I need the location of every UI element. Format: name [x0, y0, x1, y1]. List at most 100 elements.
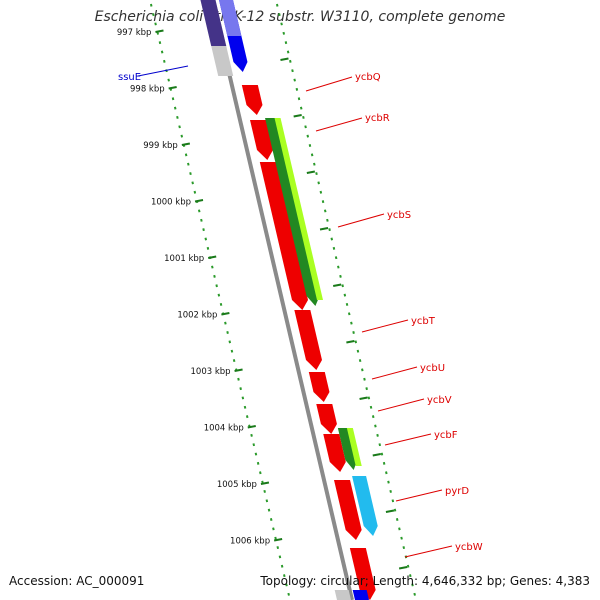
- tick-minor: [287, 592, 290, 596]
- tick-minor: [180, 134, 184, 138]
- tick-major: [293, 114, 302, 118]
- tick-major: [385, 509, 395, 513]
- label-leader-line: [377, 398, 425, 412]
- gene-feature: [284, 160, 323, 300]
- tick-minor: [197, 209, 201, 213]
- tick-minor: [211, 265, 214, 269]
- tick-minor: [299, 106, 303, 110]
- tick-minor: [310, 153, 314, 157]
- gene-label-ycbV[interactable]: ycbV: [427, 395, 452, 406]
- tick-minor: [163, 59, 166, 63]
- tick-minor: [204, 237, 208, 241]
- tick-minor: [267, 508, 271, 512]
- tick-minor: [411, 583, 414, 587]
- tick-minor: [245, 415, 249, 419]
- gene-label-ssuE[interactable]: ssuE: [118, 72, 141, 83]
- tick-minor: [413, 592, 416, 596]
- gene-label-ycbT[interactable]: ycbT: [411, 316, 436, 327]
- tick-minor: [326, 218, 329, 222]
- tick-minor: [343, 293, 347, 297]
- gene-label-ycbF[interactable]: ycbF: [434, 430, 458, 441]
- label-leader-line: [404, 545, 453, 558]
- gene-feature: [334, 480, 362, 540]
- gene-feature: [274, 118, 291, 160]
- tick-minor: [263, 489, 266, 493]
- tick-minor: [337, 265, 340, 269]
- tick-minor: [339, 274, 342, 278]
- tick-minor: [280, 564, 284, 568]
- gene-features: [200, 0, 378, 600]
- gene-feature: [323, 434, 346, 472]
- tick-minor: [323, 209, 327, 213]
- tick-minor: [254, 452, 258, 456]
- tick-minor: [341, 284, 344, 288]
- tick-minor: [152, 13, 155, 17]
- tick-major: [181, 142, 191, 146]
- tick-minor: [219, 302, 223, 306]
- tick-minor: [280, 22, 283, 26]
- gene-label-ycbS[interactable]: ycbS: [387, 210, 411, 221]
- tick-minor: [217, 293, 221, 297]
- tick-minor: [289, 59, 292, 63]
- tick-major: [208, 255, 217, 259]
- tick-minor: [313, 162, 316, 166]
- scale-label: 997 kbp: [117, 28, 152, 38]
- tick-minor: [160, 50, 164, 54]
- tick-minor: [178, 125, 181, 129]
- tick-minor: [284, 41, 288, 45]
- tick-minor: [302, 115, 305, 119]
- label-leader-line: [395, 489, 443, 502]
- gene-feature: [219, 0, 242, 36]
- gene-feature: [241, 85, 263, 115]
- tick-minor: [347, 312, 351, 316]
- scale-label: 1002 kbp: [177, 311, 217, 321]
- genome-title: Escherichia coli str. K-12 substr. W3110…: [94, 9, 506, 25]
- gene-label-ycbR[interactable]: ycbR: [365, 113, 390, 124]
- tick-minor: [230, 349, 234, 353]
- tick-minor: [306, 134, 310, 138]
- tick-major: [247, 425, 256, 429]
- tick-minor: [167, 78, 170, 82]
- gene-feature: [200, 0, 227, 46]
- tick-minor: [363, 377, 366, 381]
- tick-major: [372, 453, 381, 457]
- gene-label-pyrD[interactable]: pyrD: [445, 486, 469, 497]
- gene-feature: [316, 404, 337, 434]
- tick-major: [273, 538, 283, 542]
- tick-minor: [259, 471, 262, 475]
- gene-label-ycbW[interactable]: ycbW: [455, 542, 483, 553]
- tick-minor: [398, 527, 401, 531]
- tick-minor: [283, 574, 286, 578]
- label-leader-line: [361, 319, 409, 333]
- scale-label: 1004 kbp: [204, 424, 244, 434]
- tick-major: [168, 86, 177, 90]
- tick-minor: [193, 190, 197, 194]
- tick-minor: [308, 144, 312, 147]
- tick-major: [280, 57, 289, 61]
- genome-backbone: [210, 0, 354, 600]
- tick-minor: [374, 424, 377, 428]
- scale-label: 1001 kbp: [164, 254, 204, 264]
- tick-minor: [319, 190, 323, 194]
- gene-label-ycbU[interactable]: ycbU: [420, 363, 445, 374]
- gene-feature: [274, 160, 320, 306]
- scale-label: 1005 kbp: [217, 480, 257, 490]
- tick-minor: [345, 302, 349, 306]
- tick-minor: [350, 321, 353, 325]
- tick-minor: [158, 41, 162, 45]
- gene-feature: [294, 310, 322, 370]
- tick-minor: [321, 200, 325, 204]
- scale-label: 1006 kbp: [230, 537, 270, 547]
- scale-labels: 997 kbp 998 kbp 999 kbp 1000 kbp 1001 kbp 100…: [117, 28, 408, 570]
- tick-minor: [293, 78, 296, 82]
- gene-label-ycbQ[interactable]: ycbQ: [355, 72, 381, 83]
- gene-feature: [334, 590, 351, 600]
- tick-minor: [304, 125, 307, 129]
- tick-minor: [315, 172, 318, 176]
- tick-minor: [328, 228, 331, 232]
- tick-minor: [278, 555, 282, 559]
- gene-feature: [337, 428, 358, 470]
- tick-minor: [224, 321, 227, 325]
- tick-minor: [352, 331, 355, 334]
- tick-minor: [391, 499, 395, 503]
